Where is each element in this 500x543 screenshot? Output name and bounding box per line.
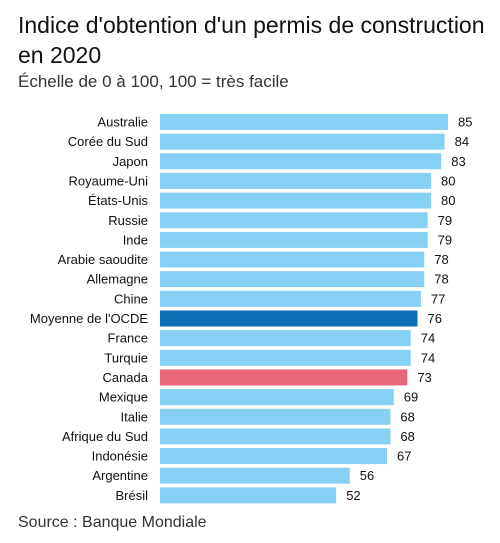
bar-moyenne-de-l-ocde [160, 310, 418, 327]
category-label-inde: Inde [123, 232, 148, 247]
bar-canada [160, 369, 408, 386]
bar-argentine [160, 467, 350, 484]
category-label-japon: Japon [113, 154, 148, 169]
bar-italie [160, 408, 391, 425]
category-label-chine: Chine [114, 291, 148, 306]
category-label-mexique: Mexique [99, 390, 148, 405]
category-label-indonesie: Indonésie [92, 449, 148, 464]
bar-coree-du-sud [160, 133, 445, 150]
bar-chine [160, 290, 421, 307]
category-label-canada: Canada [102, 370, 148, 385]
category-label-russie: Russie [108, 213, 148, 228]
bar-bresil [160, 487, 337, 504]
value-label-indonesie: 67 [397, 449, 411, 464]
category-label-etats-unis: États-Unis [88, 193, 148, 208]
value-label-allemagne: 78 [434, 272, 448, 287]
bar-chart: Australie 85 Corée du Sud 84 Japon 83 Royaume-… [30, 114, 472, 504]
category-label-bresil: Brésil [115, 488, 148, 503]
bar-russie [160, 212, 428, 229]
category-label-italie: Italie [121, 409, 148, 424]
value-label-australie: 85 [458, 115, 472, 130]
category-label-france: France [108, 331, 148, 346]
category-label-allemagne: Allemagne [87, 272, 148, 287]
bar-australie [160, 114, 448, 130]
value-label-etats-unis: 80 [441, 193, 455, 208]
value-label-inde: 79 [438, 232, 452, 247]
category-label-turquie: Turquie [104, 350, 148, 365]
category-label-argentine: Argentine [92, 468, 148, 483]
value-label-france: 74 [421, 331, 435, 346]
bar-royaume-uni [160, 172, 432, 189]
bar-arabie-saoudite [160, 251, 425, 268]
category-label-moyenne-de-l-ocde: Moyenne de l'OCDE [30, 311, 148, 326]
bar-indonesie [160, 448, 388, 465]
value-label-coree-du-sud: 84 [455, 134, 469, 149]
chart-title: Indice d'obtention d'un permis de constr… [18, 12, 485, 68]
value-label-argentine: 56 [360, 468, 374, 483]
value-label-arabie-saoudite: 78 [434, 252, 448, 267]
value-label-bresil: 52 [346, 488, 360, 503]
bar-allemagne [160, 271, 425, 288]
bar-afrique-du-sud [160, 428, 391, 445]
category-label-arabie-saoudite: Arabie saoudite [58, 252, 148, 267]
value-label-japon: 83 [451, 154, 465, 169]
bar-inde [160, 231, 428, 248]
category-label-afrique-du-sud: Afrique du Sud [62, 429, 148, 444]
category-label-royaume-uni: Royaume-Uni [69, 173, 149, 188]
bar-japon [160, 153, 442, 170]
bar-etats-unis [160, 192, 432, 209]
value-label-royaume-uni: 80 [441, 173, 455, 188]
source-note: Source : Banque Mondiale [18, 514, 207, 531]
value-label-moyenne-de-l-ocde: 76 [428, 311, 442, 326]
bar-turquie [160, 349, 411, 366]
category-label-coree-du-sud: Corée du Sud [68, 134, 148, 149]
value-label-canada: 73 [417, 370, 431, 385]
value-label-turquie: 74 [421, 350, 435, 365]
value-label-afrique-du-sud: 68 [400, 429, 414, 444]
bar-france [160, 330, 411, 347]
value-label-italie: 68 [400, 409, 414, 424]
value-label-russie: 79 [438, 213, 452, 228]
value-label-mexique: 69 [404, 390, 418, 405]
bar-mexique [160, 389, 394, 406]
chart-subtitle: Échelle de 0 à 100, 100 = très facile [18, 72, 289, 91]
category-label-australie: Australie [97, 115, 148, 130]
value-label-chine: 77 [431, 291, 445, 306]
